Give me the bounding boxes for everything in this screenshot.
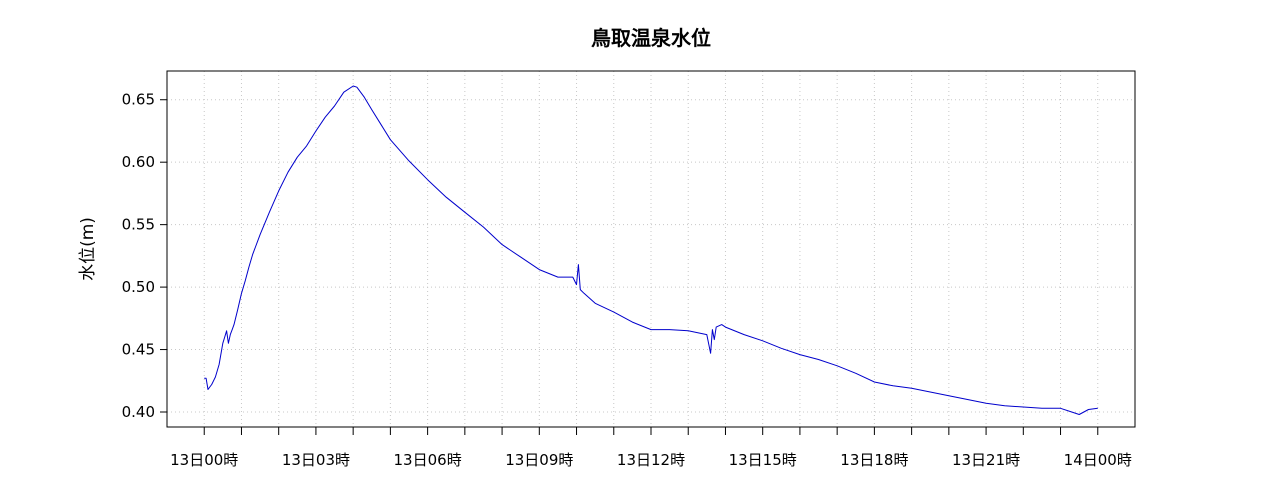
y-tick-label: 0.55	[122, 216, 155, 234]
chart-title: 鳥取温泉水位	[591, 26, 711, 50]
y-tick-label: 0.50	[122, 278, 155, 296]
x-tick-label: 13日21時	[952, 451, 1020, 469]
y-tick-label: 0.60	[122, 153, 155, 171]
x-tick-label: 13日18時	[840, 451, 908, 469]
x-axis: 13日00時 13日03時 13日06時 13日09時 13日12時 13日15時 13日1…	[170, 427, 1132, 469]
x-tick-label: 13日00時	[170, 451, 238, 469]
series-line	[204, 85, 1098, 415]
x-tick-label: 13日06時	[394, 451, 462, 469]
grid	[167, 71, 1135, 427]
x-tick-label: 13日15時	[729, 451, 797, 469]
x-tick-label: 13日09時	[505, 451, 573, 469]
x-tick-label: 13日12時	[617, 451, 685, 469]
x-tick-label: 14日00時	[1064, 451, 1132, 469]
y-tick-label: 0.45	[122, 341, 155, 359]
y-axis: 0.40 0.45 0.50 0.55 0.60 0.65	[122, 91, 167, 421]
x-tick-label: 13日03時	[282, 451, 350, 469]
y-tick-label: 0.65	[122, 91, 155, 109]
y-tick-label: 0.40	[122, 403, 155, 421]
series-layer	[204, 85, 1098, 415]
plot-frame	[166, 70, 1136, 428]
y-axis-label: 水位(m)	[78, 217, 98, 281]
